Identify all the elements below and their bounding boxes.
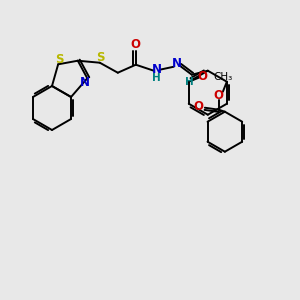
Text: N: N: [152, 63, 162, 76]
Text: H: H: [185, 77, 194, 87]
Text: O: O: [198, 70, 208, 83]
Text: O: O: [131, 38, 141, 51]
Text: S: S: [55, 53, 63, 66]
Text: O: O: [214, 89, 224, 102]
Text: O: O: [194, 100, 204, 113]
Text: N: N: [80, 76, 90, 89]
Text: S: S: [97, 51, 105, 64]
Text: CH₃: CH₃: [214, 72, 233, 82]
Text: N: N: [172, 57, 182, 70]
Text: H: H: [152, 73, 161, 83]
